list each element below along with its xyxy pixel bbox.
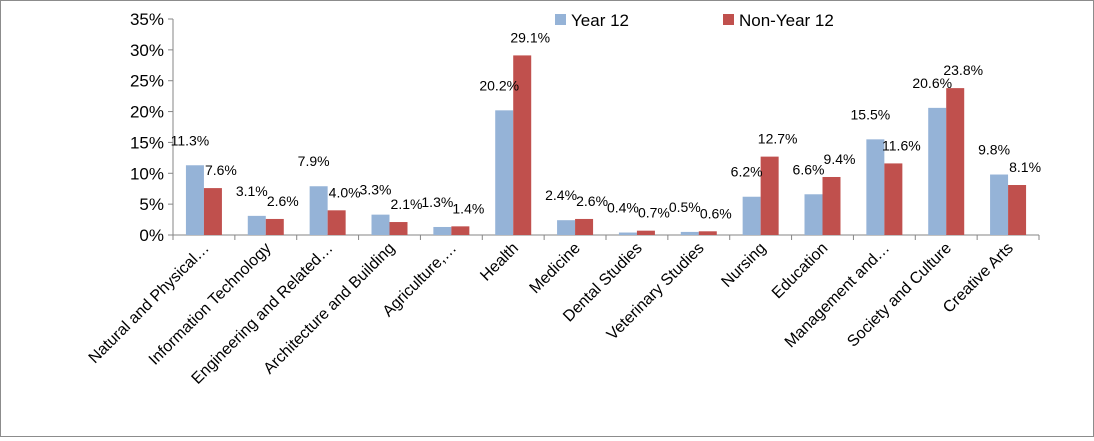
bar-year-12	[742, 196, 761, 235]
bar-non-year-12	[884, 163, 903, 235]
legend-label-year-12: Year 12	[571, 11, 629, 30]
data-label: 0.6%	[700, 205, 732, 221]
bar-year-12	[433, 226, 452, 235]
bar-year-12	[309, 186, 328, 235]
bar-year-12	[928, 107, 947, 235]
y-tick-label: 15%	[130, 133, 164, 152]
x-tick-label: Information Technology	[146, 240, 275, 369]
bar-non-year-12	[513, 55, 532, 235]
bar-non-year-12	[760, 156, 779, 235]
data-label: 11.6%	[882, 137, 921, 153]
bar-year-12	[990, 174, 1009, 235]
bar-non-year-12	[203, 188, 222, 235]
bar-year-12	[371, 214, 390, 235]
bar-non-year-12	[265, 218, 284, 235]
bar-year-12	[804, 194, 823, 235]
data-label: 1.4%	[452, 200, 484, 216]
y-tick-label: 25%	[130, 72, 164, 91]
x-tick-label: Architecture and Building	[261, 240, 399, 378]
y-tick-label: 30%	[130, 41, 164, 60]
y-tick-label: 20%	[130, 103, 164, 122]
bar-non-year-12	[946, 88, 965, 236]
x-tick-label: Education	[769, 240, 831, 302]
data-label: 20.2%	[479, 77, 519, 93]
data-label: 0.4%	[607, 200, 639, 216]
x-tick-label: Management and…	[782, 240, 893, 351]
bar-non-year-12	[389, 222, 408, 235]
data-label: 7.9%	[298, 153, 330, 169]
data-labels: 11.3%7.6%3.1%2.6%7.9%4.0%3.3%2.1%1.3% 1.4…	[171, 29, 1041, 221]
data-label: 4.0%	[329, 184, 361, 200]
data-label: 0.5%	[669, 199, 701, 215]
data-label: 12.7%	[758, 131, 798, 147]
x-tick-label: Natural and Physical…	[86, 240, 213, 367]
data-label: 8.1%	[1009, 159, 1041, 175]
bar-non-year-12	[636, 230, 655, 235]
bar-non-year-12	[575, 218, 594, 235]
data-label: 2.6%	[267, 193, 299, 209]
bar-year-12	[866, 139, 885, 235]
data-label: 7.6%	[205, 162, 237, 178]
bar-non-year-12	[1008, 185, 1027, 235]
bar-year-12	[495, 110, 514, 235]
bar-non-year-12	[698, 231, 717, 235]
bars	[185, 55, 1027, 236]
legend-swatch-non-year-12	[723, 14, 734, 25]
data-label: 11.3%	[171, 132, 210, 148]
x-tick-label: Health	[477, 240, 522, 285]
data-label: 1.3%	[421, 194, 453, 210]
data-label: 23.8%	[943, 62, 983, 78]
bar-year-12	[557, 220, 576, 235]
data-label: 9.8%	[978, 142, 1010, 158]
bar-non-year-12	[822, 176, 841, 235]
x-tick-label: Society and Culture	[844, 240, 955, 351]
data-label: 9.4%	[824, 151, 856, 167]
data-label: 3.3%	[360, 182, 392, 198]
bar-year-12	[680, 231, 699, 235]
data-label: 6.6%	[793, 161, 825, 177]
x-tick-label: Medicine	[527, 240, 584, 297]
bar-year-12	[185, 165, 204, 235]
bar-non-year-12	[451, 226, 470, 235]
y-tick-label: 5%	[139, 195, 164, 214]
y-tick-label: 35%	[130, 10, 164, 29]
bar-non-year-12	[327, 210, 346, 235]
y-tick-label: 0%	[139, 226, 164, 245]
data-label: 6.2%	[731, 164, 763, 180]
data-label: 3.1%	[236, 183, 268, 199]
data-label: 20.6%	[912, 75, 952, 91]
data-label: 0.7%	[638, 205, 670, 221]
data-label: 2.6%	[576, 193, 608, 209]
y-tick-label: 10%	[130, 164, 164, 183]
x-tick-label: Nursing	[718, 240, 769, 291]
data-label: 15.5%	[851, 106, 891, 122]
legend-swatch-year-12	[555, 14, 566, 25]
legend-label-non-year-12: Non-Year 12	[739, 11, 834, 30]
data-label: 29.1%	[510, 29, 550, 45]
data-label: 2.1%	[391, 196, 423, 212]
data-label: 2.4%	[545, 187, 577, 203]
bar-year-12	[247, 215, 266, 235]
bar-year-12	[618, 232, 637, 235]
legend: Year 12 Non-Year 12	[555, 11, 834, 30]
